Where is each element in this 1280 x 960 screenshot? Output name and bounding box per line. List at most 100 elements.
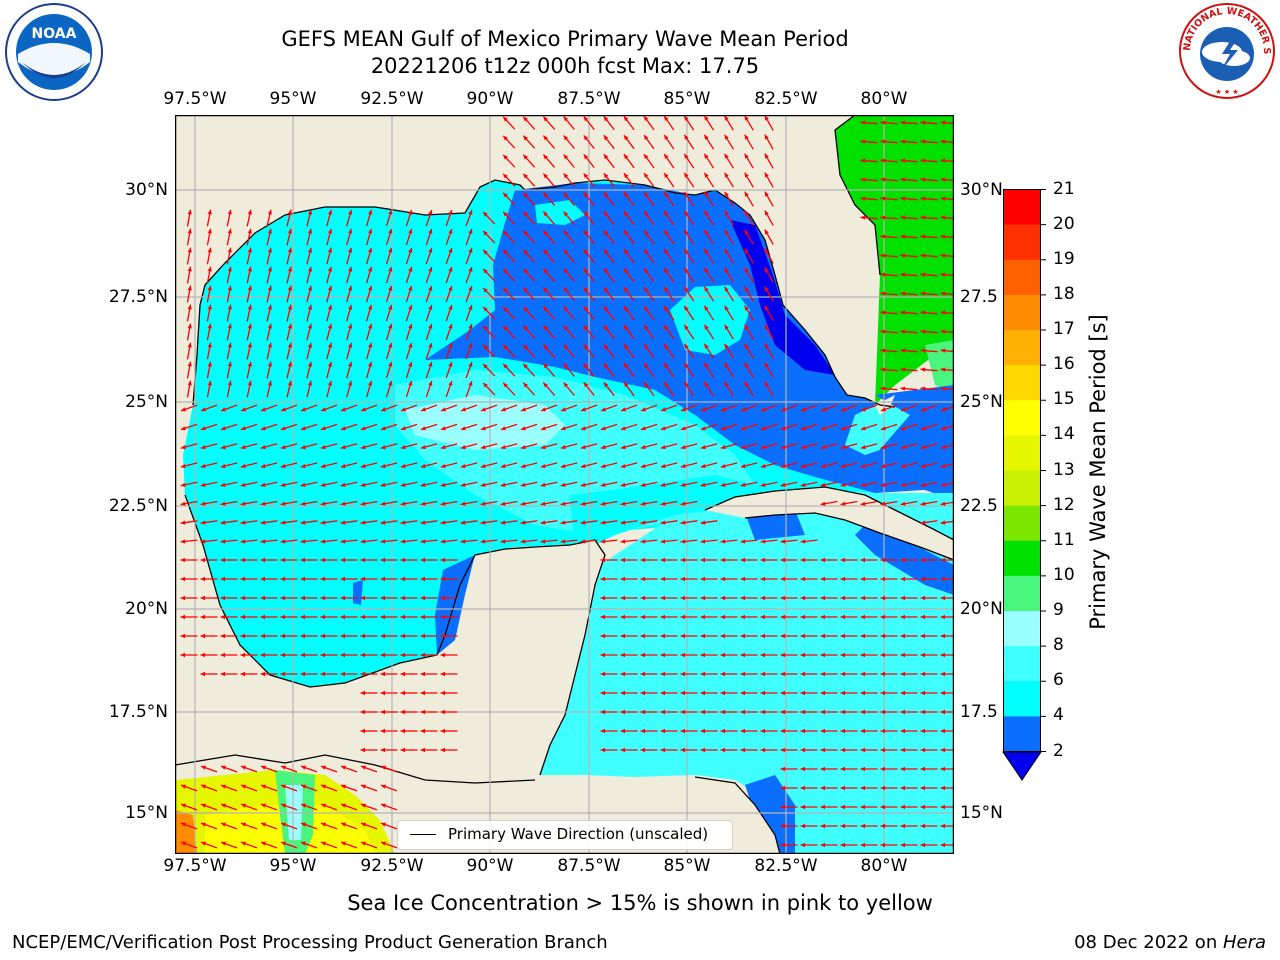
wave-arrow-head	[240, 501, 246, 506]
wave-arrow-head	[740, 614, 745, 620]
wave-arrow-head	[684, 153, 689, 159]
wave-arrow-head	[623, 306, 629, 312]
wave-arrow-head	[560, 426, 566, 431]
wave-arrow-head	[348, 285, 353, 291]
wave-arrow-head	[800, 671, 805, 677]
wave-arrow-head	[361, 841, 366, 846]
wave-arrow-head	[420, 557, 425, 563]
wave-arrow-head	[267, 266, 272, 272]
wave-arrow-head	[280, 652, 285, 658]
wave-arrow-head	[900, 690, 905, 696]
lon-label-bottom: 90°W	[466, 856, 514, 876]
wave-arrow-head	[201, 765, 206, 770]
wave-arrow-head	[660, 539, 666, 544]
wave-arrow-head	[448, 267, 453, 272]
wave-arrow-head	[644, 173, 649, 178]
wave-arrow-head	[840, 463, 846, 469]
wave-arrow-head	[563, 306, 569, 312]
wave-arrow-head	[448, 229, 453, 234]
wave-arrow-head	[660, 576, 665, 582]
wave-arrow-head	[840, 576, 845, 582]
wave-arrow-head	[520, 482, 526, 487]
wave-arrow-head	[468, 305, 473, 310]
wave-arrow-head	[740, 671, 745, 677]
wave-arrow-head	[940, 482, 946, 487]
wave-arrow-head	[207, 209, 212, 215]
wave-arrow-head	[700, 595, 705, 601]
wave-arrow-head	[800, 747, 805, 753]
wave-arrow-head	[440, 520, 446, 525]
wave-arrow-head	[880, 139, 886, 144]
wave-arrow-head	[800, 426, 806, 431]
lat-label-right: 25°N	[960, 392, 1003, 412]
wave-arrow-head	[940, 253, 946, 258]
wave-arrow-head	[700, 728, 705, 734]
wave-arrow-head	[664, 382, 669, 387]
wave-arrow-head	[764, 343, 769, 349]
wave-arrow-head	[603, 325, 609, 331]
wave-arrow-head	[744, 381, 749, 387]
wave-arrow-head	[300, 482, 306, 487]
wave-arrow-head	[583, 173, 589, 179]
wave-arrow-head	[321, 407, 326, 412]
wave-arrow-head	[644, 135, 649, 140]
wave-arrow-head	[503, 249, 508, 255]
wave-arrow-head	[820, 842, 825, 848]
wave-arrow-head	[287, 247, 293, 253]
colorbar-tick-label: 18	[1053, 283, 1075, 304]
wave-arrow-head	[523, 192, 528, 198]
wave-arrow-head	[940, 690, 945, 696]
wave-arrow-head	[307, 304, 313, 310]
wave-arrow-head	[221, 765, 226, 770]
wave-arrow-head	[644, 325, 649, 330]
wave-arrow-head	[760, 747, 765, 753]
wave-arrow-head	[560, 463, 566, 469]
wave-arrow-head	[744, 248, 749, 254]
wave-arrow-head	[644, 154, 649, 159]
wave-arrow-head	[760, 709, 765, 715]
wave-arrow-head	[920, 386, 926, 391]
wave-arrow-head	[563, 249, 569, 255]
wave-arrow-head	[560, 501, 566, 506]
wave-arrow-head	[187, 209, 192, 215]
colorbar-label: Primary Wave Mean Period [s]	[1086, 314, 1110, 630]
wave-arrow-head	[900, 804, 905, 810]
wave-arrow-head	[720, 557, 725, 563]
atlantic-9-10	[925, 340, 954, 395]
wave-arrow-head	[780, 747, 785, 753]
wave-arrow-head	[381, 784, 386, 789]
wave-arrow-head	[680, 576, 685, 582]
wave-arrow-head	[900, 823, 905, 829]
wave-arrow-head	[664, 344, 669, 349]
wave-arrow-head	[601, 407, 606, 412]
wave-arrow-head	[760, 445, 766, 450]
wave-arrow-head	[780, 671, 785, 677]
wave-arrow-head	[321, 803, 326, 808]
wave-arrow-head	[207, 361, 212, 367]
wave-arrow-head	[241, 841, 246, 846]
wave-arrow-head	[260, 576, 265, 582]
wave-arrow-head	[327, 209, 333, 215]
wave-arrow-head	[187, 285, 192, 291]
wave-arrow-head	[420, 652, 425, 658]
wave-arrow-head	[187, 228, 192, 234]
wave-arrow-head	[388, 247, 393, 253]
noaa-logo-text: NOAA	[32, 26, 77, 42]
wave-arrow-head	[920, 272, 926, 277]
wave-arrow-head	[720, 463, 726, 469]
wave-arrow-head	[500, 501, 506, 506]
wave-arrow-head	[940, 177, 946, 182]
bahamas-2-4	[875, 385, 954, 500]
wave-arrow-head	[483, 230, 488, 236]
wave-arrow-head	[523, 363, 528, 369]
wave-arrow-head	[428, 209, 433, 215]
wave-arrow-head	[941, 407, 946, 412]
wave-arrow-head	[400, 747, 405, 753]
wave-arrow-head	[680, 482, 686, 487]
wave-arrow-head	[368, 285, 373, 291]
colorbar-segment	[1003, 365, 1041, 401]
wave-arrow-head	[400, 633, 405, 639]
wave-arrow-head	[840, 747, 845, 753]
wave-arrow-head	[247, 361, 252, 367]
wave-arrow-head	[360, 633, 365, 639]
